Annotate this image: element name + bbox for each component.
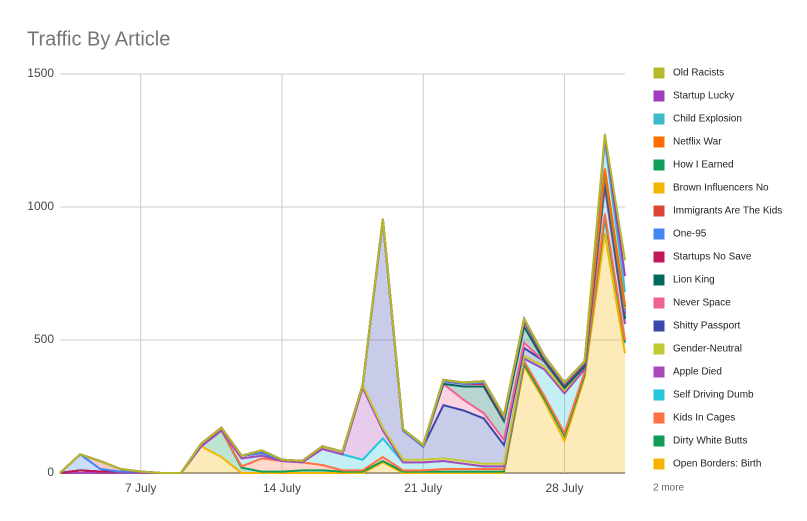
legend-swatch	[652, 273, 666, 287]
legend-swatch	[652, 342, 666, 356]
legend-swatch	[652, 388, 666, 402]
legend-swatch	[652, 250, 666, 264]
legend-label: Brown Influencers No	[673, 183, 769, 194]
legend-swatch	[652, 457, 666, 471]
chart-title: Traffic By Article	[27, 28, 170, 50]
y-tick-label: 1500	[27, 66, 54, 80]
legend-label: How I Earned	[673, 160, 734, 171]
legend-label: Apple Died	[673, 367, 722, 378]
legend-label: One-95	[673, 229, 707, 240]
legend-label: Gender-Neutral	[673, 344, 742, 355]
legend-swatch	[652, 319, 666, 333]
legend-label: Shitty Passport	[673, 321, 740, 332]
legend-label: Never Space	[673, 298, 731, 309]
legend-swatch	[652, 112, 666, 126]
legend-label: Startup Lucky	[673, 91, 734, 102]
legend-swatch	[652, 296, 666, 310]
y-tick-label: 500	[34, 332, 54, 346]
x-tick-label: 7 July	[125, 481, 156, 495]
legend-label: Old Racists	[673, 68, 724, 79]
legend-more[interactable]: 2 more	[653, 483, 685, 494]
legend-swatch	[652, 66, 666, 80]
legend-label: Netflix War	[673, 137, 722, 148]
legend-label: Dirty White Butts	[673, 436, 747, 447]
x-tick-label: 21 July	[404, 481, 442, 495]
legend-label: Kids In Cages	[673, 413, 735, 424]
legend-swatch	[652, 365, 666, 379]
legend-label: Self Driving Dumb	[673, 390, 754, 401]
area-fill	[60, 181, 625, 474]
legend-label: Startups No Save	[673, 252, 752, 263]
legend-label: Immigrants Are The Kids	[673, 206, 782, 217]
legend-label: Lion King	[673, 275, 715, 286]
legend-swatch	[652, 135, 666, 149]
legend-swatch	[652, 227, 666, 241]
legend-label: Open Borders: Birth	[673, 459, 761, 470]
x-tick-label: 28 July	[545, 481, 583, 495]
y-tick-label: 1000	[27, 199, 54, 213]
area-line	[59, 133, 626, 474]
area-fill	[60, 233, 625, 473]
legend-swatch	[652, 89, 666, 103]
x-tick-label: 14 July	[263, 481, 301, 495]
y-tick-label: 0	[47, 465, 54, 479]
legend-swatch	[652, 204, 666, 218]
legend-swatch	[652, 181, 666, 195]
legend-swatch	[652, 434, 666, 448]
legend-label: Child Explosion	[673, 114, 742, 125]
legend-swatch	[652, 158, 666, 172]
legend-swatch	[652, 411, 666, 425]
